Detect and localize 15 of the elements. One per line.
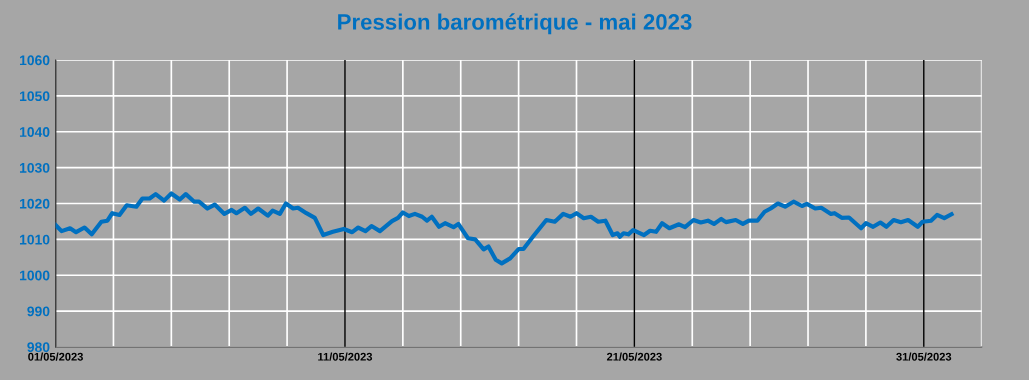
y-tick-label: 1040: [19, 127, 50, 137]
y-tick-label: 1030: [19, 162, 50, 173]
y-tick-label: 980: [27, 342, 50, 353]
y-tick-label: 990: [27, 306, 50, 317]
y-tick-label: 1050: [19, 91, 50, 102]
x-tick-label: 11/05/2023: [318, 352, 373, 361]
y-tick-label: 1060: [19, 55, 50, 66]
line-series: [55, 191, 954, 266]
y-tick-label: 1020: [19, 198, 50, 209]
y-tick-label: 1000: [19, 270, 50, 281]
chart-title: Pression barométrique - mai 2023: [338, 13, 692, 35]
y-tick-label: 1010: [19, 234, 50, 245]
x-tick-label: 21/05/2023: [606, 352, 662, 361]
x-tick-label: 01/05/2023: [28, 352, 83, 361]
x-tick-label: 31/05/2023: [896, 352, 952, 361]
